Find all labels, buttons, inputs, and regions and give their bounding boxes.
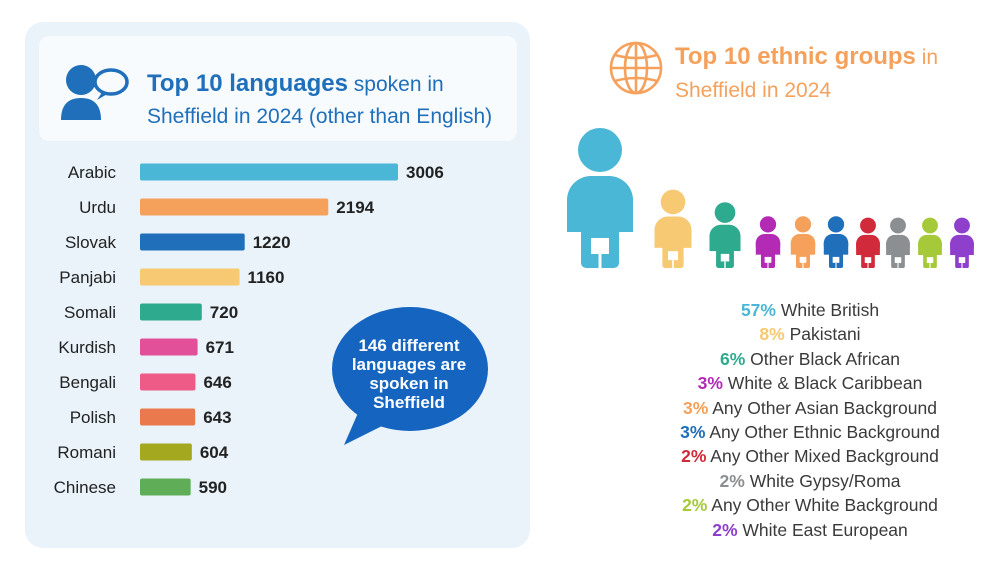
ethnic-label: Pakistani xyxy=(784,324,861,345)
ethnic-row: 2% White East European xyxy=(600,518,1000,542)
language-bar xyxy=(140,443,192,461)
ethnic-label: Other Black African xyxy=(745,348,900,369)
language-bar xyxy=(140,198,329,216)
languages-title-bold: Top 10 languages xyxy=(147,70,348,97)
ethnic-pictogram xyxy=(567,128,974,268)
ethnic-row: 3% Any Other Asian Background xyxy=(600,396,1000,420)
ethnic-label: White British xyxy=(775,300,880,320)
ethnic-percent: 3% xyxy=(683,397,709,418)
language-value: 720 xyxy=(210,303,238,322)
languages-title-band: Top 10 languages spoken in Sheffield in … xyxy=(39,36,517,141)
language-label: Chinese xyxy=(54,478,116,497)
person-figure xyxy=(886,217,910,268)
ethnic-title-rest-2: Sheffield in 2024 xyxy=(675,79,832,102)
callout-bubble xyxy=(332,307,488,445)
ethnic-label: White & Black Caribbean xyxy=(722,373,923,394)
ethnic-list: 57% White British 8% Pakistani 6% Other Bl… xyxy=(600,298,1000,542)
ethnic-row: 2% Any Other White Background xyxy=(600,493,1000,517)
ethnic-percent: 6% xyxy=(720,348,746,369)
globe-icon xyxy=(609,41,663,95)
callout-text: 146 different languages are spoken in Sh… xyxy=(351,336,467,412)
ethnic-label: White East European xyxy=(737,519,908,540)
language-bar xyxy=(140,338,198,356)
person-figure xyxy=(790,216,816,268)
language-value: 2194 xyxy=(336,198,374,217)
language-label: Polish xyxy=(70,408,116,427)
language-label: Slovak xyxy=(65,233,117,252)
languages-panel: Top 10 languages spoken in Sheffield in … xyxy=(25,22,530,548)
ethnic-row: 8% Pakistani xyxy=(600,322,1000,346)
ethnic-row: 3% Any Other Ethnic Background xyxy=(600,420,1000,444)
language-bar xyxy=(140,373,196,391)
ethnic-percent: 3% xyxy=(680,422,706,443)
language-label: Panjabi xyxy=(59,268,116,287)
language-label: Kurdish xyxy=(58,338,116,357)
person-figure xyxy=(950,217,974,268)
language-label: Bengali xyxy=(59,373,116,392)
ethnic-title-bold: Top 10 ethnic groups xyxy=(675,43,916,70)
person-figure xyxy=(918,217,942,268)
languages-title-rest: spoken in Sheffield in 2024 (other than … xyxy=(147,73,493,128)
speaking-person-icon xyxy=(61,65,129,120)
ethnic-percent: 2% xyxy=(682,495,708,516)
ethnic-row: 57% White British xyxy=(600,298,1000,322)
language-bar xyxy=(140,408,196,426)
person-figure xyxy=(856,217,880,268)
ethnic-percent: 2% xyxy=(681,446,707,467)
ethnic-title-rest-1: in xyxy=(921,46,939,69)
ethnic-percent: 3% xyxy=(697,373,723,394)
languages-title: Top 10 languages spoken in Sheffield in … xyxy=(147,68,527,133)
language-value: 604 xyxy=(200,443,229,462)
ethnic-label: Any Other Asian Background xyxy=(708,397,937,418)
language-value: 1160 xyxy=(248,268,285,287)
language-value: 590 xyxy=(199,478,227,497)
language-value: 671 xyxy=(206,338,234,357)
person-figure xyxy=(755,216,781,268)
language-label: Somali xyxy=(64,303,116,322)
ethnic-label: White Gypsy/Roma xyxy=(744,470,901,491)
ethnic-row: 3% White & Black Caribbean xyxy=(600,371,1000,395)
ethnic-percent: 2% xyxy=(712,519,738,540)
person-figure xyxy=(823,216,849,268)
person-figure xyxy=(567,128,633,268)
language-value: 1220 xyxy=(253,233,291,252)
person-figure xyxy=(709,202,741,268)
ethnic-row: 2% Any Other Mixed Background xyxy=(600,444,1000,468)
ethnic-percent: 57% xyxy=(740,300,776,320)
language-bar xyxy=(140,163,398,181)
ethnic-label: Any Other White Background xyxy=(707,495,938,516)
language-label: Romani xyxy=(57,443,116,462)
language-label: Arabic xyxy=(68,163,117,182)
languages-bar-chart: Arabic 3006 Urdu 2194 Slovak 1220 Panjabi 1160 S… xyxy=(54,163,444,497)
ethnic-percent: 2% xyxy=(719,470,745,491)
language-bar xyxy=(140,268,240,286)
language-value: 643 xyxy=(203,408,231,427)
language-bar xyxy=(140,478,191,496)
ethnic-title: Top 10 ethnic groups in Sheffield in 202… xyxy=(675,40,995,107)
ethnic-row: 6% Other Black African xyxy=(600,347,1000,371)
ethnic-percent: 8% xyxy=(759,324,785,345)
ethnic-row: 2% White Gypsy/Roma xyxy=(600,469,1000,493)
language-label: Urdu xyxy=(79,198,116,217)
ethnic-label: Any Other Ethnic Background xyxy=(705,422,940,443)
language-bar xyxy=(140,303,202,321)
language-bar xyxy=(140,233,245,251)
person-figure xyxy=(654,189,692,268)
language-value: 3006 xyxy=(406,163,444,182)
ethnic-label: Any Other Mixed Background xyxy=(706,446,939,467)
language-value: 646 xyxy=(203,373,231,392)
